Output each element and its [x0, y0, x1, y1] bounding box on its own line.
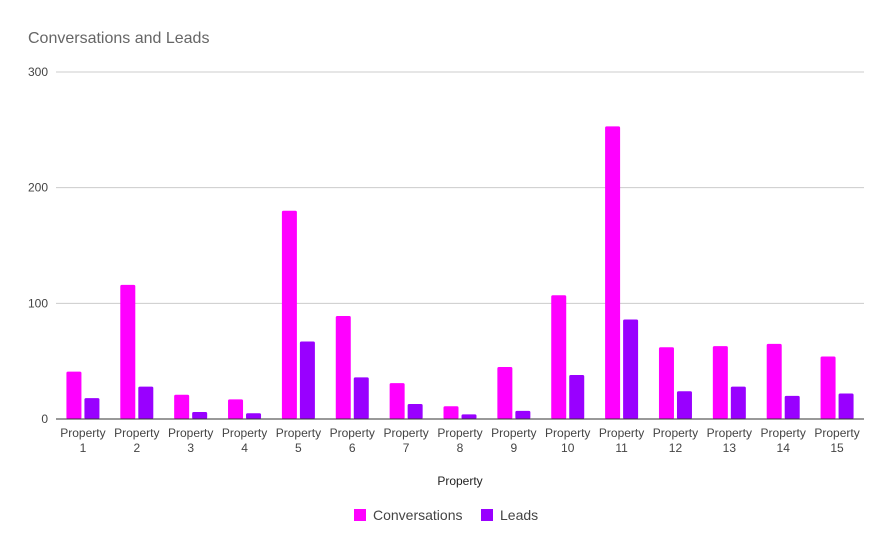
- legend: Conversations Leads: [354, 507, 538, 523]
- bar-leads-8: [461, 414, 477, 419]
- x-axis-title: Property: [437, 474, 482, 488]
- bar-conversations-11: [605, 126, 621, 419]
- bar-conversations-15: [820, 356, 836, 419]
- x-axis-ticks: Property 1 Property 2 Property 3 Property 4 Prop…: [60, 426, 859, 455]
- legend-label-conversations: Conversations: [373, 507, 463, 523]
- bar-conversations-4: [228, 399, 244, 419]
- x-tick-label: Property 6: [330, 426, 375, 455]
- x-tick-label: Property 1: [60, 426, 105, 455]
- x-tick-label: Property 3: [168, 426, 213, 455]
- bar-conversations-1: [66, 371, 82, 419]
- bar-leads-3: [192, 412, 208, 419]
- bar-leads-14: [784, 395, 800, 419]
- x-tick-label: Property 5: [276, 426, 321, 455]
- bar-leads-13: [730, 386, 746, 419]
- bar-leads-11: [623, 319, 639, 419]
- grid-lines: [56, 71, 864, 304]
- x-tick-label: Property 9: [491, 426, 536, 455]
- bar-conversations-6: [335, 316, 351, 419]
- bar-leads-10: [569, 375, 585, 419]
- bar-leads-12: [676, 391, 692, 419]
- legend-swatch-conversations: [354, 509, 366, 521]
- bar-conversations-2: [120, 284, 136, 419]
- legend-swatch-leads: [481, 509, 493, 521]
- x-tick-label: Property 13: [707, 426, 752, 455]
- legend-label-leads: Leads: [500, 507, 538, 523]
- bar-conversations-13: [712, 346, 728, 419]
- x-tick-label: Property 11: [599, 426, 644, 455]
- y-tick-label: 100: [28, 296, 48, 310]
- bar-conversations-3: [174, 394, 190, 419]
- y-axis-ticks: 0 100 200 300: [28, 65, 48, 426]
- bar-conversations-5: [281, 210, 297, 419]
- bar-leads-7: [407, 403, 423, 419]
- x-tick-label: Property 14: [761, 426, 806, 455]
- y-tick-label: 0: [41, 412, 48, 426]
- x-tick-label: Property 12: [653, 426, 698, 455]
- x-tick-label: Property 7: [383, 426, 428, 455]
- bar-leads-9: [515, 410, 531, 419]
- y-tick-label: 300: [28, 65, 48, 79]
- x-tick-label: Property 15: [814, 426, 859, 455]
- x-tick-label: Property 8: [437, 426, 482, 455]
- x-tick-label: Property 2: [114, 426, 159, 455]
- bar-conversations-10: [551, 295, 567, 419]
- y-tick-label: 200: [28, 181, 48, 195]
- bars: [66, 126, 854, 419]
- x-tick-label: Property 10: [545, 426, 590, 455]
- bar-leads-1: [84, 398, 100, 419]
- bar-conversations-7: [389, 383, 405, 419]
- chart-title: Conversations and Leads: [28, 30, 209, 47]
- bar-conversations-12: [658, 347, 674, 419]
- bar-leads-5: [299, 341, 315, 419]
- bar-leads-4: [246, 413, 262, 419]
- x-tick-label: Property 4: [222, 426, 267, 455]
- bar-leads-6: [353, 377, 369, 419]
- bar-conversations-14: [766, 343, 782, 419]
- bar-conversations-9: [497, 366, 513, 419]
- bar-leads-15: [838, 393, 854, 419]
- bar-conversations-8: [443, 406, 459, 419]
- bar-leads-2: [138, 386, 154, 419]
